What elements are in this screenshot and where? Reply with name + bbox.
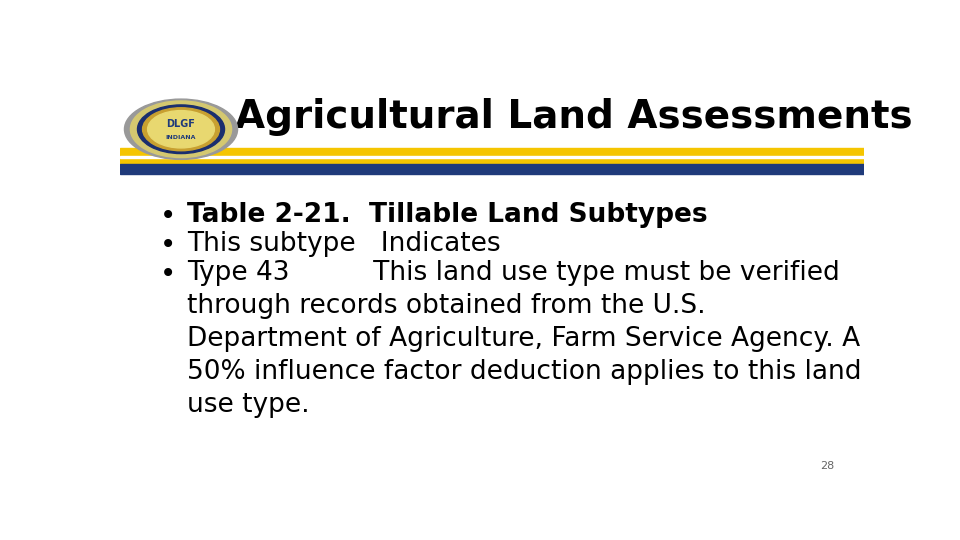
Ellipse shape: [125, 99, 237, 159]
Text: DLGF: DLGF: [167, 119, 196, 129]
Ellipse shape: [142, 108, 220, 151]
Text: •: •: [160, 231, 177, 259]
Bar: [120, 164, 864, 174]
Text: •: •: [160, 202, 177, 230]
Text: INDIANA: INDIANA: [166, 135, 196, 140]
Text: •: •: [160, 260, 177, 288]
Text: This subtype   Indicates: This subtype Indicates: [187, 231, 500, 257]
Text: Table 2-21.  Tillable Land Subtypes: Table 2-21. Tillable Land Subtypes: [187, 202, 708, 228]
Ellipse shape: [148, 111, 214, 148]
Text: 28: 28: [820, 462, 834, 471]
Text: Type 43          This land use type must be verified
through records obtained fr: Type 43 This land use type must be verif…: [187, 260, 861, 418]
Bar: [120, 156, 864, 158]
Text: Agricultural Land Assessments: Agricultural Land Assessments: [235, 98, 913, 136]
Bar: [120, 148, 864, 164]
Ellipse shape: [137, 105, 225, 153]
Ellipse shape: [131, 101, 231, 158]
